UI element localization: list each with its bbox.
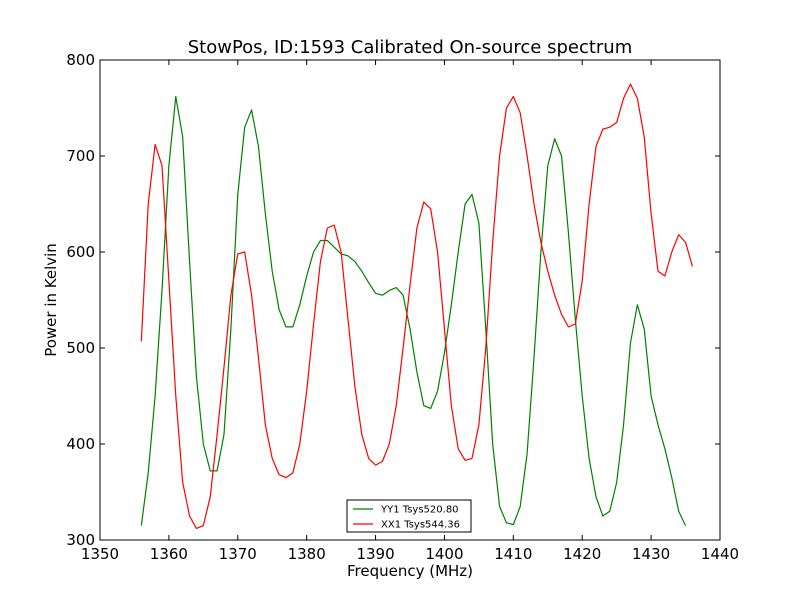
y-tick-label-4: 700 [66, 147, 95, 165]
x-tick-label-4: 1390 [356, 545, 394, 563]
series-layer [140, 83, 694, 530]
x-tick-label-8: 1430 [632, 545, 670, 563]
y-tick-label-3: 600 [66, 243, 95, 261]
x-tick-label-6: 1410 [494, 545, 532, 563]
legend-box [346, 499, 472, 533]
x-tick-label-2: 1370 [219, 545, 257, 563]
y-axis-label: Power in Kelvin [42, 243, 60, 357]
y-tick-label-5: 800 [66, 51, 95, 69]
x-axis-label: Frequency (MHz) [347, 562, 473, 580]
legend-entry-1: XX1 Tsys544.36 [381, 520, 460, 531]
x-tick-label-3: 1380 [288, 545, 326, 563]
legend: YY1 Tsys520.80 XX1 Tsys544.36 [346, 499, 472, 533]
series-line-0 [140, 95, 687, 526]
x-tick-label-7: 1420 [563, 545, 601, 563]
y-tick-label-2: 500 [66, 339, 95, 357]
series-line-1 [140, 83, 694, 530]
plot-frame [99, 59, 721, 541]
ticks-layer: 1350 1360 1370 1380 1390 1400 1410 1420 1430 1440… [66, 51, 739, 563]
x-tick-label-9: 1440 [701, 545, 739, 563]
legend-entry-0: YY1 Tsys520.80 [380, 505, 459, 516]
y-tick-label-0: 300 [66, 531, 95, 549]
chart-title: StowPos, ID:1593 Calibrated On-source sp… [188, 37, 633, 58]
x-tick-label-1: 1360 [150, 545, 188, 563]
y-tick-label-1: 400 [66, 435, 95, 453]
x-tick-label-5: 1400 [425, 545, 463, 563]
x-tick-label-0: 1350 [81, 545, 119, 563]
